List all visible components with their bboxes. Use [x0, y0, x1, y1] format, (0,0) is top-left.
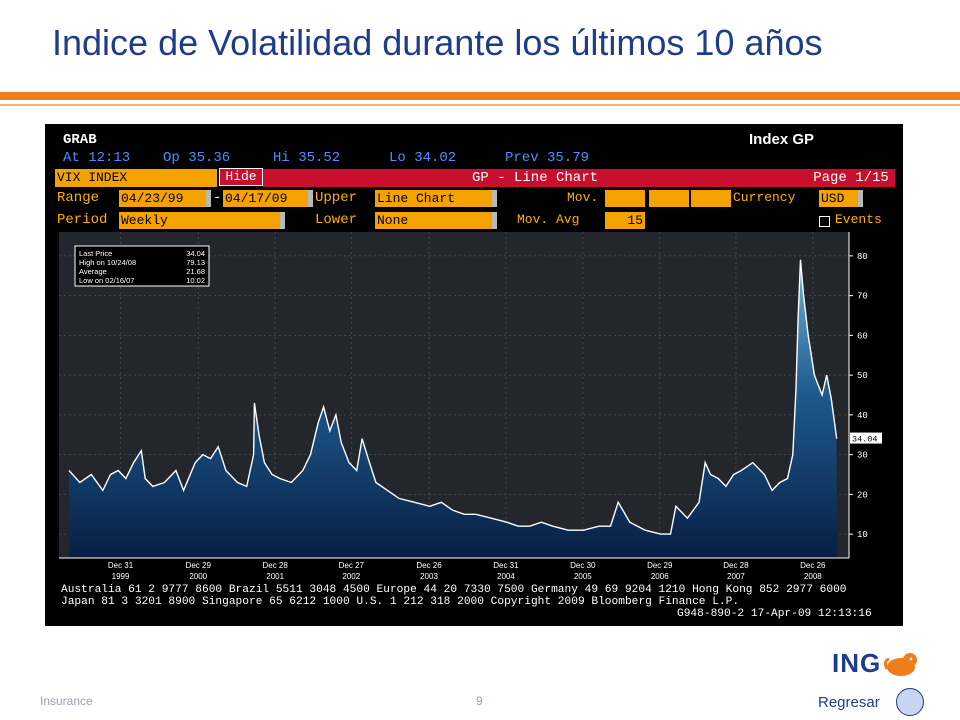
x-tick-label: Dec 30: [570, 561, 596, 570]
range-dash: -: [213, 190, 222, 206]
mov-avg-input[interactable]: 15: [605, 212, 645, 229]
quote-high: Hi 35.52: [273, 150, 341, 166]
x-tick-year: 2001: [266, 572, 284, 581]
x-tick-year: 2007: [727, 572, 745, 581]
quote-open: Op 35.36: [163, 150, 231, 166]
x-tick-label: Dec 31: [493, 561, 519, 570]
x-tick-label: Dec 28: [723, 561, 749, 570]
lower-select[interactable]: None: [375, 212, 497, 229]
vix-area-fill: [69, 259, 837, 558]
slide-number: 9: [476, 694, 483, 708]
y-tick-label: 30: [857, 451, 868, 461]
stat-label: High on 10/24/08: [79, 258, 136, 267]
stat-value: 10.02: [186, 276, 205, 285]
x-tick-year: 2003: [420, 572, 438, 581]
contact-line-1: Australia 61 2 9777 8600 Brazil 5511 304…: [61, 584, 847, 596]
quote-time: At 12:13: [63, 150, 131, 166]
events-label: Events: [835, 212, 882, 227]
x-tick-year: 2005: [574, 572, 592, 581]
x-tick-label: Dec 29: [186, 561, 212, 570]
lower-label: Lower: [315, 212, 358, 228]
footer-insurance: Insurance: [40, 694, 93, 708]
timestamp-line: G948-890-2 17-Apr-09 12:13:16: [677, 608, 872, 620]
contact-line-2: Japan 81 3 3201 8900 Singapore 65 6212 1…: [61, 596, 740, 608]
x-tick-year: 2002: [342, 572, 360, 581]
stat-label: Last Price: [79, 249, 112, 258]
events-checkbox[interactable]: [819, 216, 830, 227]
stat-value: 79.13: [186, 258, 205, 267]
upper-select[interactable]: Line Chart: [375, 190, 497, 207]
y-tick-label: 40: [857, 411, 868, 421]
y-tick-label: 80: [857, 252, 868, 262]
ing-logo-text: ING: [832, 648, 882, 678]
range-start-input[interactable]: 04/23/99: [119, 190, 211, 207]
slide-title: Indice de Volatilidad durante los último…: [52, 22, 823, 63]
currency-label: Currency: [733, 190, 796, 205]
vix-series-line: [68, 259, 838, 535]
back-label[interactable]: Regresar: [818, 694, 880, 711]
quote-low: Lo 34.02: [389, 150, 457, 166]
x-tick-label: Dec 31: [108, 561, 134, 570]
terminal-header-row: GRAB Index GP: [45, 130, 903, 150]
y-tick-label: 60: [857, 331, 868, 341]
x-tick-year: 1999: [112, 572, 130, 581]
index-gp-label: Index GP: [749, 131, 815, 148]
x-tick-year: 2000: [189, 572, 207, 581]
vix-line-chart: 10 20 30 40 50 60 70 80 Dec 31 1999 Dec 29 2000 Dec…: [59, 232, 889, 588]
y-tick-label: 10: [857, 530, 868, 540]
orange-rule: [0, 92, 960, 100]
mov-avg-field-1[interactable]: [605, 190, 645, 207]
x-tick-label: Dec 27: [339, 561, 365, 570]
hide-button[interactable]: Hide: [219, 168, 263, 186]
x-tick-year: 2008: [804, 572, 822, 581]
orange-rule-thin: [0, 104, 960, 106]
quote-prev: Prev 35.79: [505, 150, 590, 166]
y-tick-label: 50: [857, 371, 868, 381]
x-tick-label: Dec 26: [800, 561, 826, 570]
y-tick-label: 20: [857, 490, 868, 500]
x-tick-year: 2004: [497, 572, 515, 581]
chart-title-bar: GP - Line Chart: [263, 169, 807, 187]
currency-select[interactable]: USD: [819, 190, 863, 207]
back-button[interactable]: [896, 688, 924, 716]
range-label: Range: [57, 190, 100, 206]
mov-avg-label: Mov. Avg: [517, 212, 580, 227]
range-end-input[interactable]: 04/17/09: [223, 190, 313, 207]
page-indicator[interactable]: Page 1/15: [807, 169, 895, 187]
x-tick-label: Dec 28: [262, 561, 288, 570]
mov-avg-field-3[interactable]: [691, 190, 731, 207]
mov-avg-field-2[interactable]: [649, 190, 689, 207]
bloomberg-terminal: GRAB Index GP At 12:13 Op 35.36 Hi 35.52…: [45, 124, 903, 626]
x-tick-label: Dec 26: [416, 561, 442, 570]
x-tick-label: Dec 29: [647, 561, 673, 570]
ing-lion-icon: [884, 652, 918, 676]
period-row: Period Lower Mov. Avg Events: [45, 210, 903, 230]
ing-logo: ING: [832, 648, 921, 679]
stat-label: Average: [79, 267, 107, 276]
upper-label: Upper: [315, 190, 358, 206]
grab-label: GRAB: [63, 132, 97, 148]
x-tick-year: 2006: [651, 572, 669, 581]
period-label: Period: [57, 212, 108, 228]
stats-box: [74, 245, 210, 287]
period-select[interactable]: Weekly: [119, 212, 285, 229]
quote-row: At 12:13 Op 35.36 Hi 35.52 Lo 34.02 Prev…: [45, 148, 903, 168]
stat-label: Low on 02/16/07: [79, 276, 134, 285]
stat-value: 21.68: [186, 267, 205, 276]
security-field[interactable]: VIX INDEX: [55, 169, 217, 187]
last-value-tag: [850, 432, 882, 444]
y-tick-label: 70: [857, 292, 868, 302]
last-value-label: 34.04: [852, 435, 878, 445]
stat-value: 34.04: [186, 249, 205, 258]
